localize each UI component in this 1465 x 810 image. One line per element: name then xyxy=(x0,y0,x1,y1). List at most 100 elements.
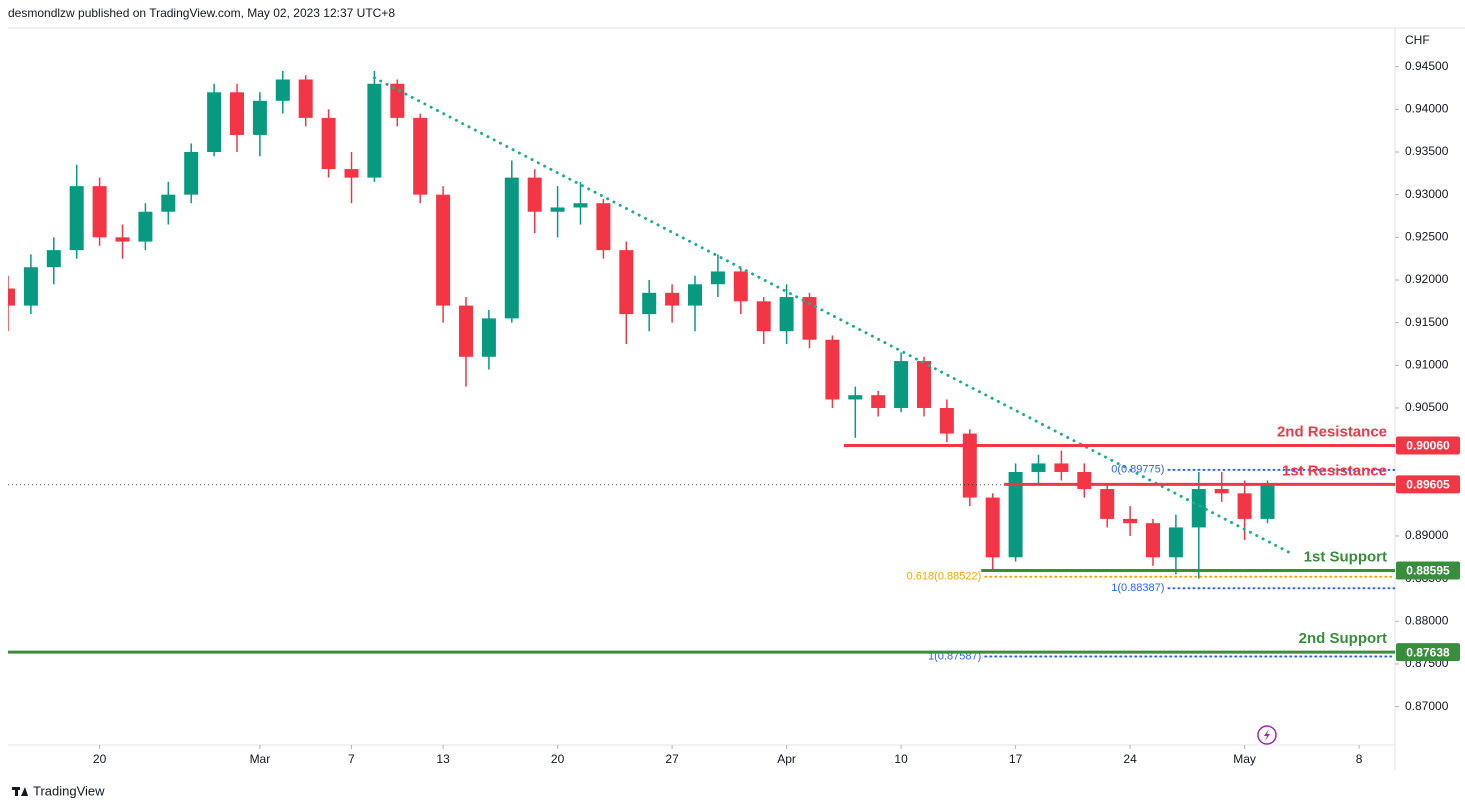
candle-body xyxy=(481,318,496,357)
y-tick-label: 0.92500 xyxy=(1405,230,1449,244)
candle-body xyxy=(917,361,931,408)
candle-body xyxy=(825,339,840,400)
y-tick-label: 0.94000 xyxy=(1405,102,1449,116)
candle-body xyxy=(1191,489,1206,528)
y-tick-label: 0.88000 xyxy=(1405,613,1449,627)
candle-body xyxy=(710,271,725,285)
candle-body xyxy=(367,83,382,178)
candle-body xyxy=(985,497,1000,558)
y-tick-label: 0.90500 xyxy=(1405,400,1449,414)
candle-body xyxy=(550,207,565,212)
tv-logo xyxy=(12,787,28,796)
price-tag xyxy=(1396,643,1460,662)
plot-area: 0(0.89775)1(0.88387)0.618(0.88522)1(0.87… xyxy=(8,70,1395,662)
price-tag xyxy=(1396,561,1460,580)
candle-body xyxy=(527,177,542,212)
candle-body xyxy=(1260,484,1275,519)
price-tag-label: 0.89605 xyxy=(1406,478,1450,492)
header: desmondlzw published on TradingView.com,… xyxy=(8,6,395,20)
y-tick-label: 0.89000 xyxy=(1405,528,1449,542)
candle-body xyxy=(848,395,863,400)
price-tag xyxy=(1396,436,1460,455)
candle-body xyxy=(894,361,909,408)
candle-body xyxy=(69,186,84,251)
candle-body xyxy=(1100,489,1115,519)
candle-body xyxy=(596,203,611,251)
candle-body xyxy=(252,100,267,135)
candle-body xyxy=(413,117,428,195)
currency: CHF xyxy=(1405,33,1430,47)
y-tick-label: 0.92000 xyxy=(1405,272,1449,286)
x-tick-label: Mar xyxy=(250,752,271,766)
candle-body xyxy=(390,83,405,118)
candle-body xyxy=(504,177,519,319)
candle-body xyxy=(92,186,107,238)
candle-body xyxy=(779,297,794,332)
candle-body xyxy=(1031,463,1046,472)
candle-body xyxy=(1237,493,1252,519)
candle-body xyxy=(665,292,680,306)
candle-body xyxy=(1077,471,1092,490)
candle-body xyxy=(1146,523,1160,558)
fib-label: 1(0.88387) xyxy=(1111,582,1164,594)
candle-body xyxy=(871,395,886,408)
candle-body xyxy=(802,297,817,340)
level-label: 1st Resistance xyxy=(1282,462,1387,479)
candle-body xyxy=(275,79,290,101)
candle-body xyxy=(207,92,222,153)
candle-body xyxy=(184,152,199,195)
y-tick-label: 0.94500 xyxy=(1405,59,1449,73)
candle-body xyxy=(344,169,359,178)
x-tick-label: 13 xyxy=(436,752,450,766)
x-tick-label: 27 xyxy=(665,752,679,766)
y-tick-label: 0.93500 xyxy=(1405,144,1449,158)
level-label: 2nd Resistance xyxy=(1277,423,1387,440)
candle-body xyxy=(321,117,336,170)
candle-body xyxy=(1214,489,1229,494)
x-tick-label: May xyxy=(1233,752,1256,766)
trendline xyxy=(372,76,1292,555)
y-tick-label: 0.91000 xyxy=(1405,357,1449,371)
candle-body xyxy=(138,211,153,242)
fib-label: 0(0.89775) xyxy=(1111,464,1164,476)
x-tick-label: 20 xyxy=(551,752,565,766)
candle-body xyxy=(436,194,451,306)
price-tag xyxy=(1396,475,1460,494)
y-tick-label: 0.87000 xyxy=(1405,699,1449,713)
price-tag-label: 0.87638 xyxy=(1406,645,1450,659)
candle-body xyxy=(459,305,473,357)
candle-body xyxy=(46,250,61,268)
candle-body xyxy=(23,267,38,306)
candle-body xyxy=(619,250,634,315)
x-tick-label: Apr xyxy=(777,752,796,766)
x-tick-label: 20 xyxy=(93,752,107,766)
candle-body xyxy=(1123,518,1138,524)
y-tick-label: 0.91500 xyxy=(1405,315,1449,329)
candle-body xyxy=(733,271,748,302)
candle-body xyxy=(939,407,954,434)
x-tick-label: 7 xyxy=(348,752,355,766)
price-tag-label: 0.88595 xyxy=(1406,564,1450,578)
candle-body xyxy=(1054,463,1069,472)
candle-body xyxy=(756,301,771,332)
x-tick-label: 10 xyxy=(894,752,908,766)
level-label: 1st Support xyxy=(1304,548,1387,565)
price-tag-label: 0.90060 xyxy=(1406,439,1450,453)
candle-body xyxy=(1008,471,1023,558)
candle-body xyxy=(962,433,977,498)
candle-body xyxy=(161,194,176,212)
x-tick-label: 17 xyxy=(1009,752,1023,766)
candle-body xyxy=(642,292,657,315)
level-label: 2nd Support xyxy=(1299,630,1387,647)
x-tick-label: 24 xyxy=(1123,752,1137,766)
y-tick-label: 0.93000 xyxy=(1405,187,1449,201)
candle-body xyxy=(688,284,702,306)
alert-icon[interactable] xyxy=(1257,725,1277,745)
x-tick-label: 8 xyxy=(1356,752,1363,766)
candle-body xyxy=(8,288,15,306)
fib-label: 0.618(0.88522) xyxy=(907,571,982,583)
footer: TradingView xyxy=(33,783,105,798)
